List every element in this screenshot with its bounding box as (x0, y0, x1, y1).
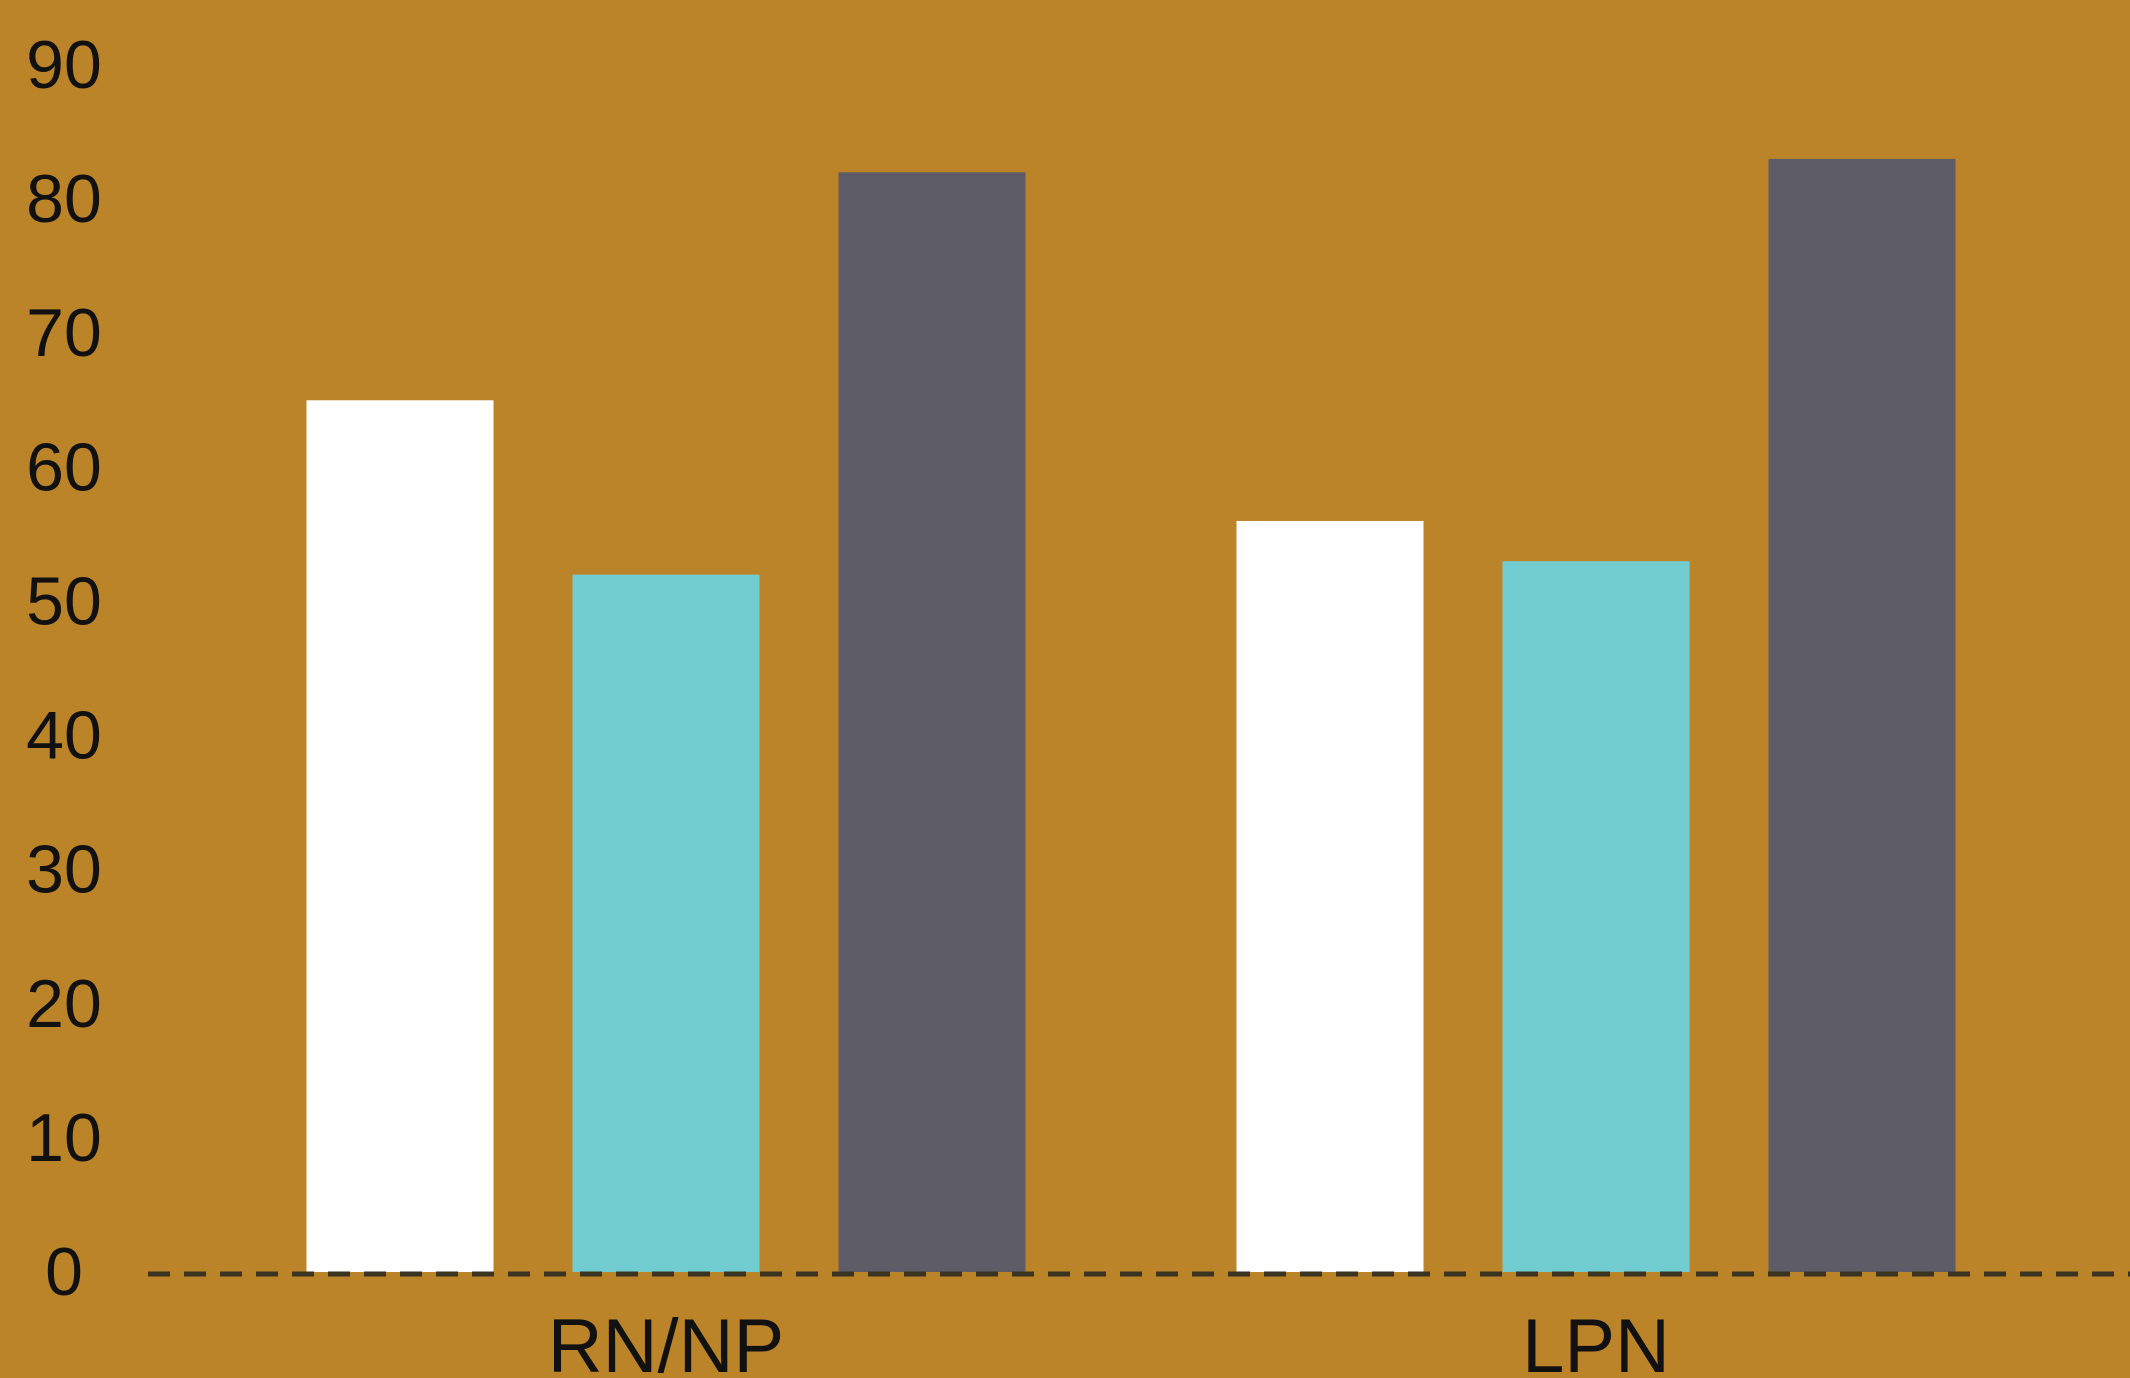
y-tick-label: 60 (26, 429, 102, 505)
y-tick-label: 40 (26, 698, 102, 774)
bar-lpn-series-1 (1236, 520, 1424, 1272)
x-category-label: LPN (1522, 1304, 1670, 1378)
bar-rn-np-series-2 (572, 574, 760, 1272)
y-tick-label: 90 (26, 27, 102, 103)
y-tick-label: 30 (26, 832, 102, 908)
y-tick-label: 10 (26, 1100, 102, 1176)
bar-lpn-series-3 (1768, 158, 1956, 1272)
bar-rn-np-series-3 (838, 172, 1026, 1272)
y-tick-label: 0 (45, 1234, 83, 1310)
y-tick-label: 20 (26, 966, 102, 1042)
y-tick-label: 50 (26, 563, 102, 639)
y-tick-label: 80 (26, 161, 102, 237)
bars (306, 158, 1956, 1272)
x-category-label: RN/NP (548, 1304, 784, 1378)
bar-rn-np-series-1 (306, 400, 494, 1272)
x-axis: RN/NP LPN (548, 1304, 1670, 1378)
y-axis: 0 10 20 30 40 50 60 70 80 90 (26, 27, 102, 1310)
bar-lpn-series-2 (1502, 561, 1690, 1272)
y-tick-label: 70 (26, 295, 102, 371)
